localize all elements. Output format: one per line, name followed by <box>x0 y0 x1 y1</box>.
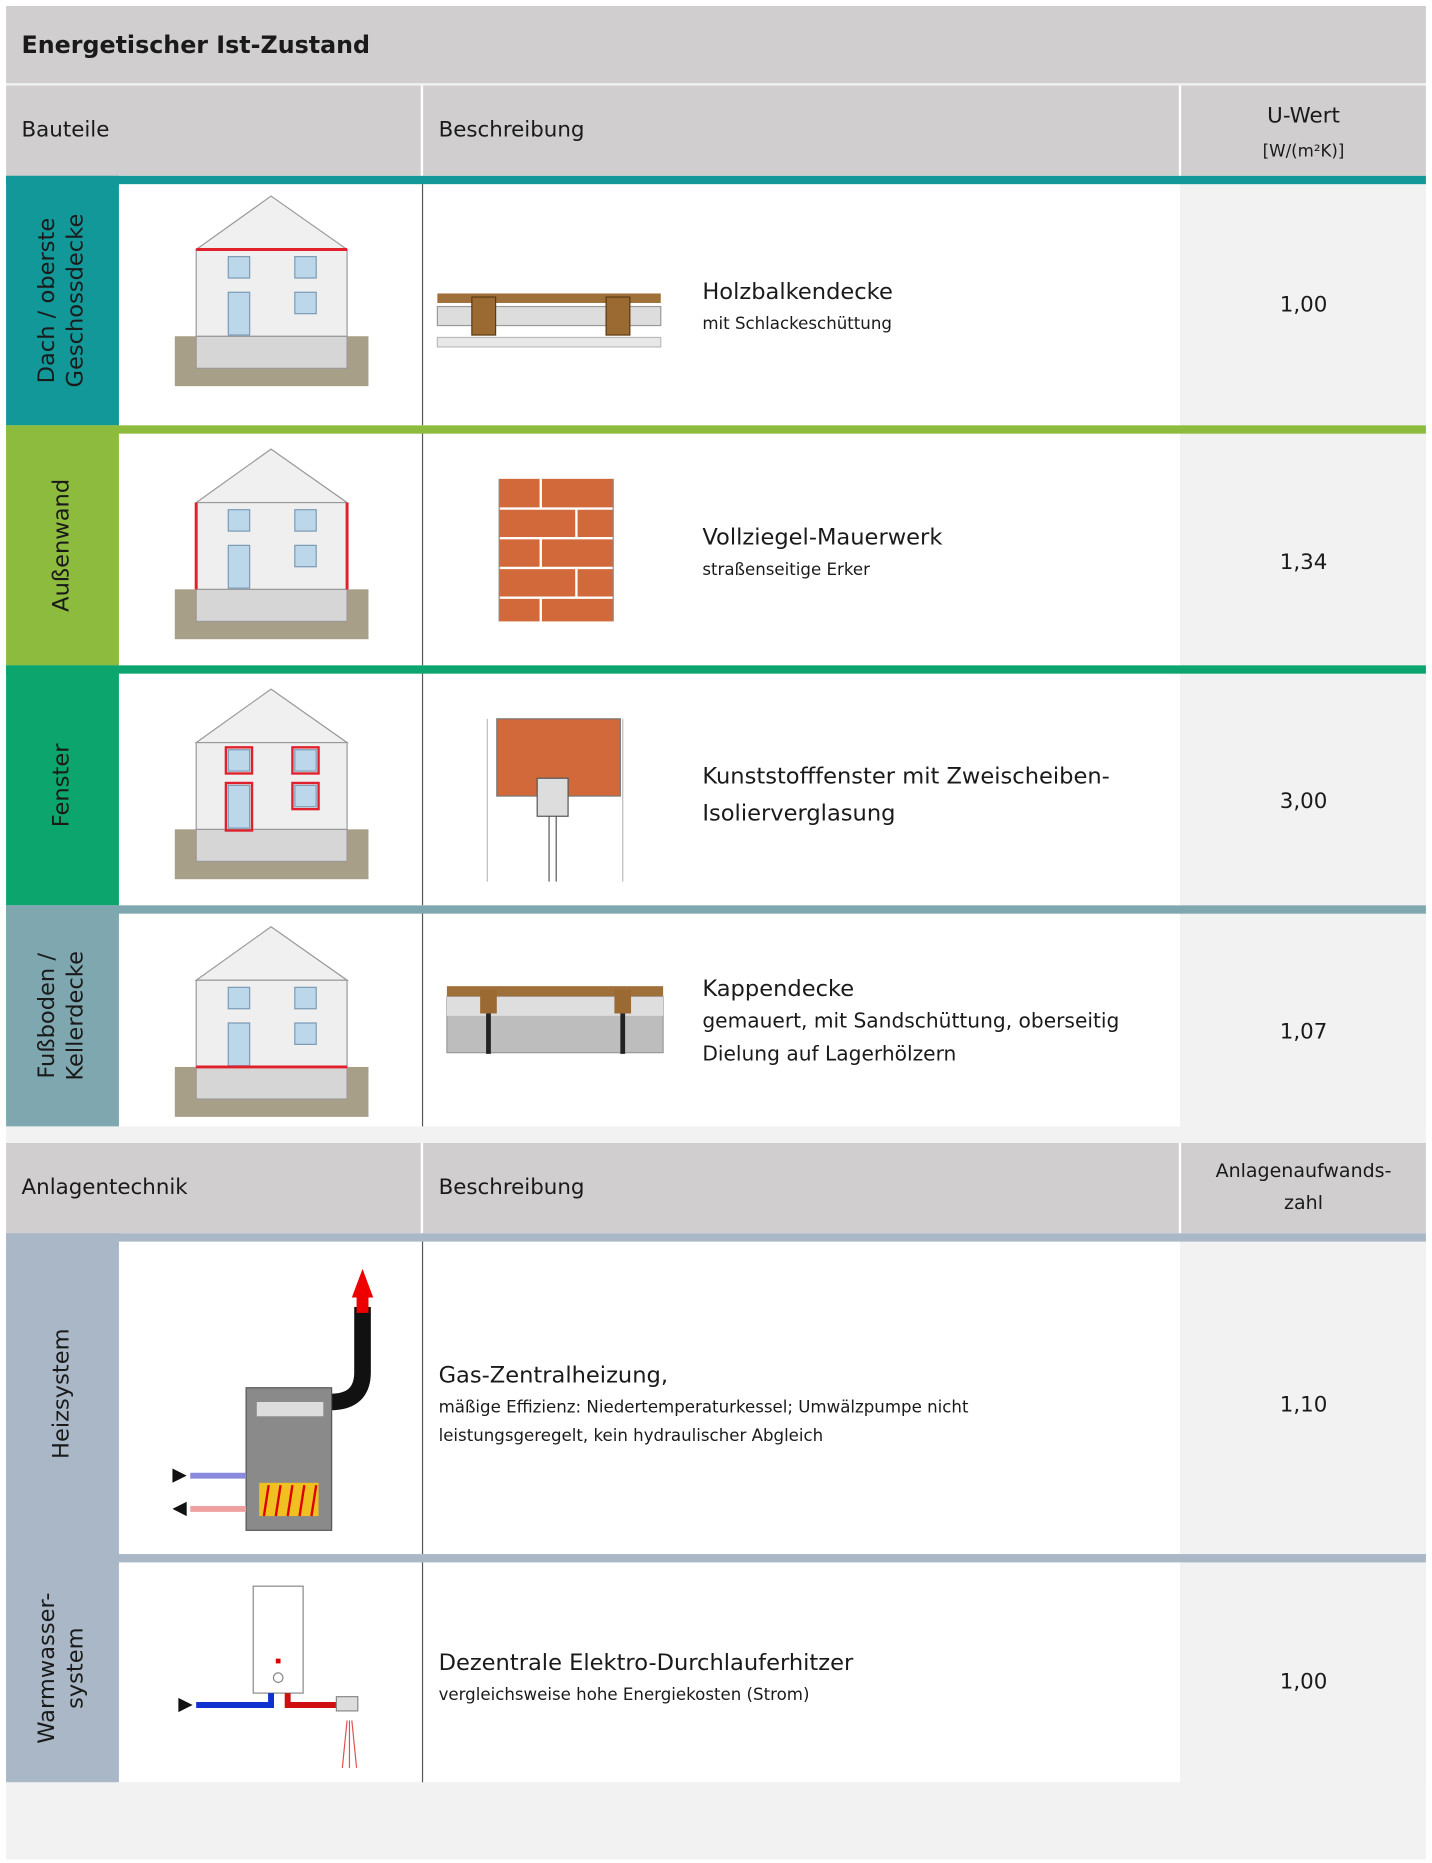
row-stripe <box>6 1554 1426 1563</box>
row-stripe <box>6 425 1426 434</box>
row-stripe <box>6 175 1426 185</box>
heater-drawing <box>178 1585 359 1769</box>
row-stripe <box>6 1233 1426 1242</box>
description-cell <box>421 1554 1180 1783</box>
row-label: Heizsystem <box>48 1328 74 1459</box>
item-title: Isolierverglasung <box>702 800 895 826</box>
row-label: system <box>63 1627 89 1709</box>
value: 3,00 <box>1280 789 1328 814</box>
item-title: Holzbalkendecke <box>702 279 893 305</box>
column-header-bar <box>6 85 1426 176</box>
label-cell <box>6 905 119 1127</box>
material-drawing <box>436 293 662 348</box>
column-header: Anlagentechnik <box>22 1175 189 1200</box>
item-subtitle: mit Schlackeschüttung <box>702 314 892 333</box>
item-subtitle: gemauert, mit Sandschüttung, oberseitig <box>702 1008 1119 1032</box>
value-cell <box>1179 1554 1426 1783</box>
item-title: Kappendecke <box>702 976 854 1002</box>
item-subtitle: Dielung auf Lagerhölzern <box>702 1042 956 1066</box>
column-header: Bauteile <box>22 118 110 143</box>
highlight <box>224 746 320 832</box>
material-drawing <box>498 478 614 622</box>
column-header: Beschreibung <box>439 1175 585 1200</box>
row-label: Fenster <box>48 743 74 827</box>
boiler-drawing <box>172 1268 374 1531</box>
material-drawing <box>446 986 664 1054</box>
item-title: Dezentrale Elektro-Durchlauferhitzer <box>439 1650 854 1676</box>
column-header-bar <box>6 1142 1426 1234</box>
column-header: U-Wert <box>1267 103 1340 128</box>
row-label: Kellerdecke <box>63 951 89 1081</box>
title-bar <box>6 5 1426 84</box>
value-cell <box>1179 425 1426 666</box>
value-cell <box>1179 665 1426 906</box>
row-label: Außenwand <box>48 479 74 612</box>
description-cell <box>421 1233 1180 1555</box>
item-title: Kunststofffenster mit Zweischeiben- <box>702 764 1109 790</box>
item-subtitle: straßenseitige Erker <box>702 560 870 579</box>
value-cell <box>1179 905 1426 1127</box>
value: 1,07 <box>1280 1019 1328 1044</box>
label-cell <box>6 175 119 426</box>
value-cell <box>1179 1233 1426 1555</box>
label-cell <box>6 1233 119 1555</box>
item-subtitle: mäßige Effizienz: Niedertemperaturkessel… <box>439 1397 969 1416</box>
row-stripe <box>6 665 1426 674</box>
row-label: Geschossdecke <box>63 214 89 388</box>
item-title: Vollziegel-Mauerwerk <box>702 525 942 551</box>
value: 1,34 <box>1280 550 1328 575</box>
value: 1,00 <box>1280 1669 1328 1694</box>
row-label: Warmwasser- <box>34 1593 60 1744</box>
row-stripe <box>6 905 1426 914</box>
row-label: Fußboden / <box>34 953 60 1079</box>
label-cell <box>6 665 119 906</box>
column-header: zahl <box>1284 1192 1323 1214</box>
row-label: Dach / oberste <box>34 218 60 384</box>
item-subtitle: leistungsgeregelt, kein hydraulischer Ab… <box>439 1426 824 1445</box>
value: 1,10 <box>1280 1393 1328 1418</box>
column-header: Beschreibung <box>439 118 585 143</box>
column-header: Anlagenaufwands- <box>1216 1160 1392 1182</box>
value: 1,00 <box>1280 292 1328 317</box>
item-subtitle: vergleichsweise hohe Energiekosten (Stro… <box>439 1685 810 1704</box>
table: Bauteile Beschreibung U-Wert [W/(m²K)] Dach … <box>6 85 1426 1783</box>
page-title: Energetischer Ist-Zustand <box>22 31 371 59</box>
value-cell <box>1179 175 1426 426</box>
illustrations <box>172 195 664 1769</box>
label-cell <box>6 425 119 666</box>
item-title: Gas-Zentralheizung, <box>439 1362 668 1388</box>
label-cell <box>6 1554 119 1783</box>
unit-label: [W/(m²K)] <box>1263 142 1345 161</box>
material-drawing <box>486 718 624 882</box>
